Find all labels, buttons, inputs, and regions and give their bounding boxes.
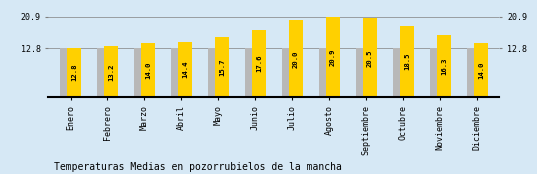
Bar — [67, 48, 81, 97]
Bar — [326, 17, 340, 97]
Text: 20.5: 20.5 — [367, 49, 373, 67]
Bar — [318, 48, 332, 97]
Text: 20.9: 20.9 — [330, 48, 336, 66]
Text: 16.3: 16.3 — [441, 57, 447, 75]
Text: 14.0: 14.0 — [478, 62, 484, 79]
Bar — [289, 20, 303, 97]
Bar — [393, 48, 407, 97]
Text: 14.4: 14.4 — [182, 61, 188, 78]
Bar — [141, 43, 155, 97]
Text: 14.0: 14.0 — [145, 62, 151, 79]
Text: 20.0: 20.0 — [293, 50, 299, 68]
Bar — [363, 18, 377, 97]
Bar — [437, 34, 451, 97]
Text: Temperaturas Medias en pozorrubielos de la mancha: Temperaturas Medias en pozorrubielos de … — [54, 162, 342, 172]
Bar — [245, 48, 259, 97]
Bar — [104, 46, 118, 97]
Text: 17.6: 17.6 — [256, 55, 262, 72]
Text: 12.8: 12.8 — [71, 64, 77, 81]
Bar — [178, 42, 192, 97]
Bar — [474, 43, 488, 97]
Text: 13.2: 13.2 — [108, 63, 114, 81]
Bar — [208, 48, 222, 97]
Bar — [355, 48, 369, 97]
Bar — [400, 26, 414, 97]
Bar — [134, 48, 148, 97]
Bar — [467, 48, 481, 97]
Text: 18.5: 18.5 — [404, 53, 410, 70]
Bar — [281, 48, 296, 97]
Bar — [97, 48, 111, 97]
Bar — [430, 48, 444, 97]
Bar — [60, 48, 74, 97]
Bar — [252, 30, 266, 97]
Text: 15.7: 15.7 — [219, 58, 225, 76]
Bar — [171, 48, 185, 97]
Bar — [215, 37, 229, 97]
